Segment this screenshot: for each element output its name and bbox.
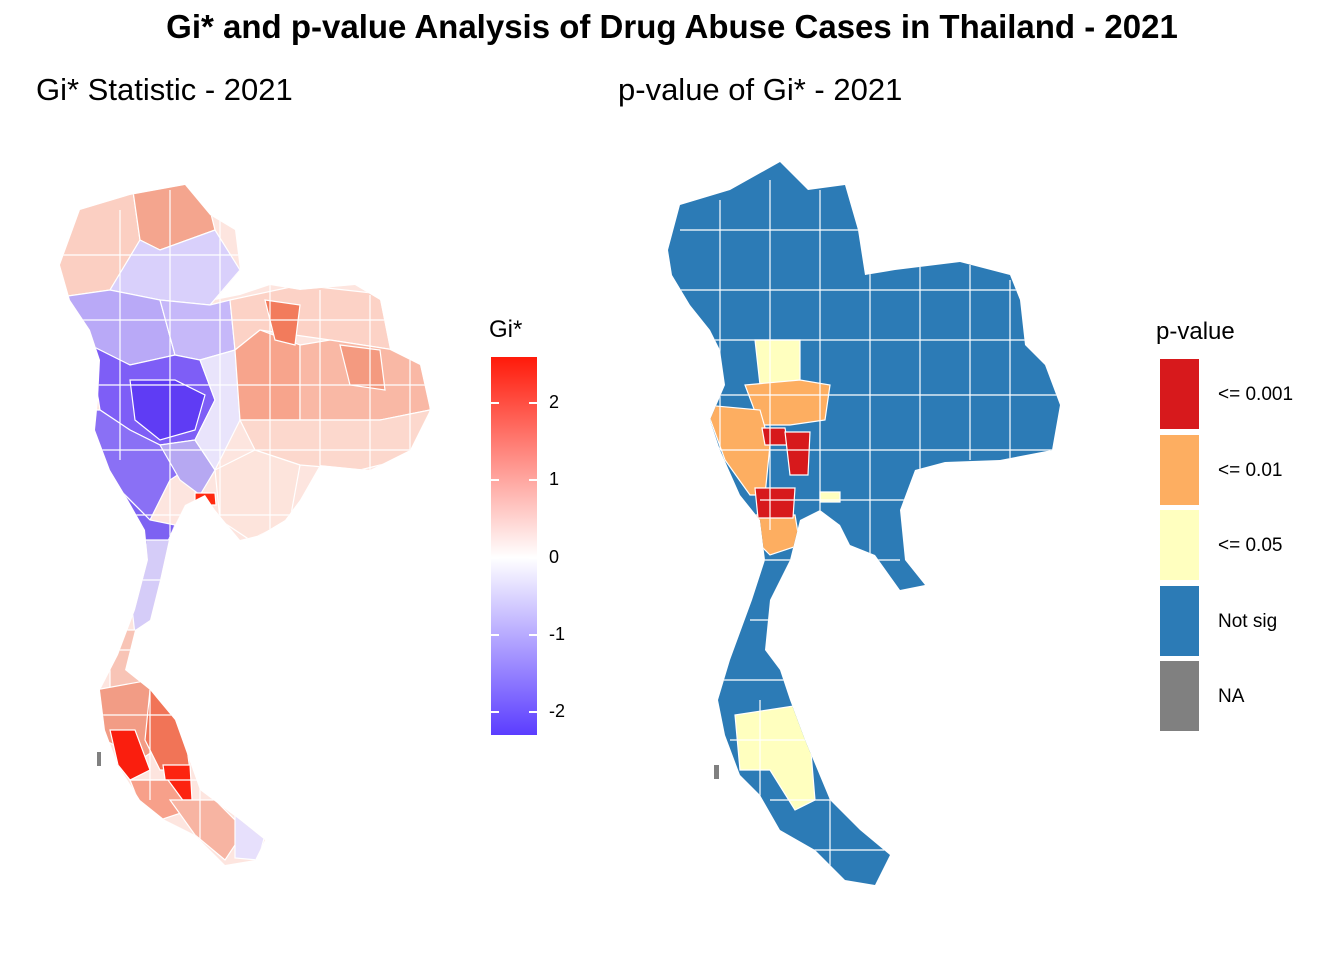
gi-tick-label: 0 <box>549 546 560 567</box>
gi-tick-mark <box>491 556 499 559</box>
p-panel-title: p-value of Gi* - 2021 <box>618 72 903 107</box>
p-legend-swatch <box>1160 661 1199 731</box>
p-legend-label: Not sig <box>1218 610 1278 632</box>
p-region-red-1 <box>761 427 789 446</box>
gi-tick-mark <box>529 710 537 713</box>
gi-tick-mark <box>491 479 499 482</box>
gi-tick-mark <box>529 402 537 405</box>
main-title: Gi* and p-value Analysis of Drug Abuse C… <box>166 8 1178 45</box>
gi-colorbar <box>491 357 537 735</box>
p-legend-swatch <box>1160 359 1199 429</box>
gi-panel-title: Gi* Statistic - 2021 <box>36 72 293 107</box>
region-northeast-hot2 <box>339 344 386 391</box>
p-legend-title: p-value <box>1156 318 1235 345</box>
p-region-north-yellow <box>754 339 801 386</box>
gi-tick-label: -1 <box>549 623 566 644</box>
gi-tick-mark <box>529 633 537 636</box>
gi-tick-mark <box>491 710 499 713</box>
p-region-red-2 <box>784 431 811 476</box>
region-central <box>159 439 216 496</box>
p-legend-swatch <box>1160 585 1199 656</box>
region-northeast-hot <box>264 299 301 346</box>
p-legend-swatch <box>1160 510 1199 580</box>
gi-tick-mark <box>491 633 499 636</box>
region-lower-north-core <box>129 379 206 441</box>
p-legend-label: NA <box>1218 686 1245 707</box>
gi-legend-title: Gi* <box>489 316 523 343</box>
p-legend-label: <= 0.05 <box>1218 535 1283 556</box>
p-legend-label: <= 0.001 <box>1218 384 1294 405</box>
na-fragment <box>97 752 101 766</box>
gi-tick-label: 2 <box>549 392 560 413</box>
gi-tick-label: 1 <box>549 469 560 490</box>
p-legend-label: <= 0.01 <box>1218 459 1283 481</box>
p-region-red-3 <box>754 487 796 519</box>
region-south-hot1 <box>109 729 151 781</box>
gi-tick-mark <box>529 479 537 482</box>
gi-tick-label: -2 <box>549 700 566 721</box>
gi-tick-mark <box>529 556 537 559</box>
p-na-fragment <box>714 765 719 779</box>
p-region-orange-south <box>754 514 801 556</box>
gi-tick-mark <box>491 402 499 405</box>
p-legend-swatch <box>1160 434 1199 505</box>
